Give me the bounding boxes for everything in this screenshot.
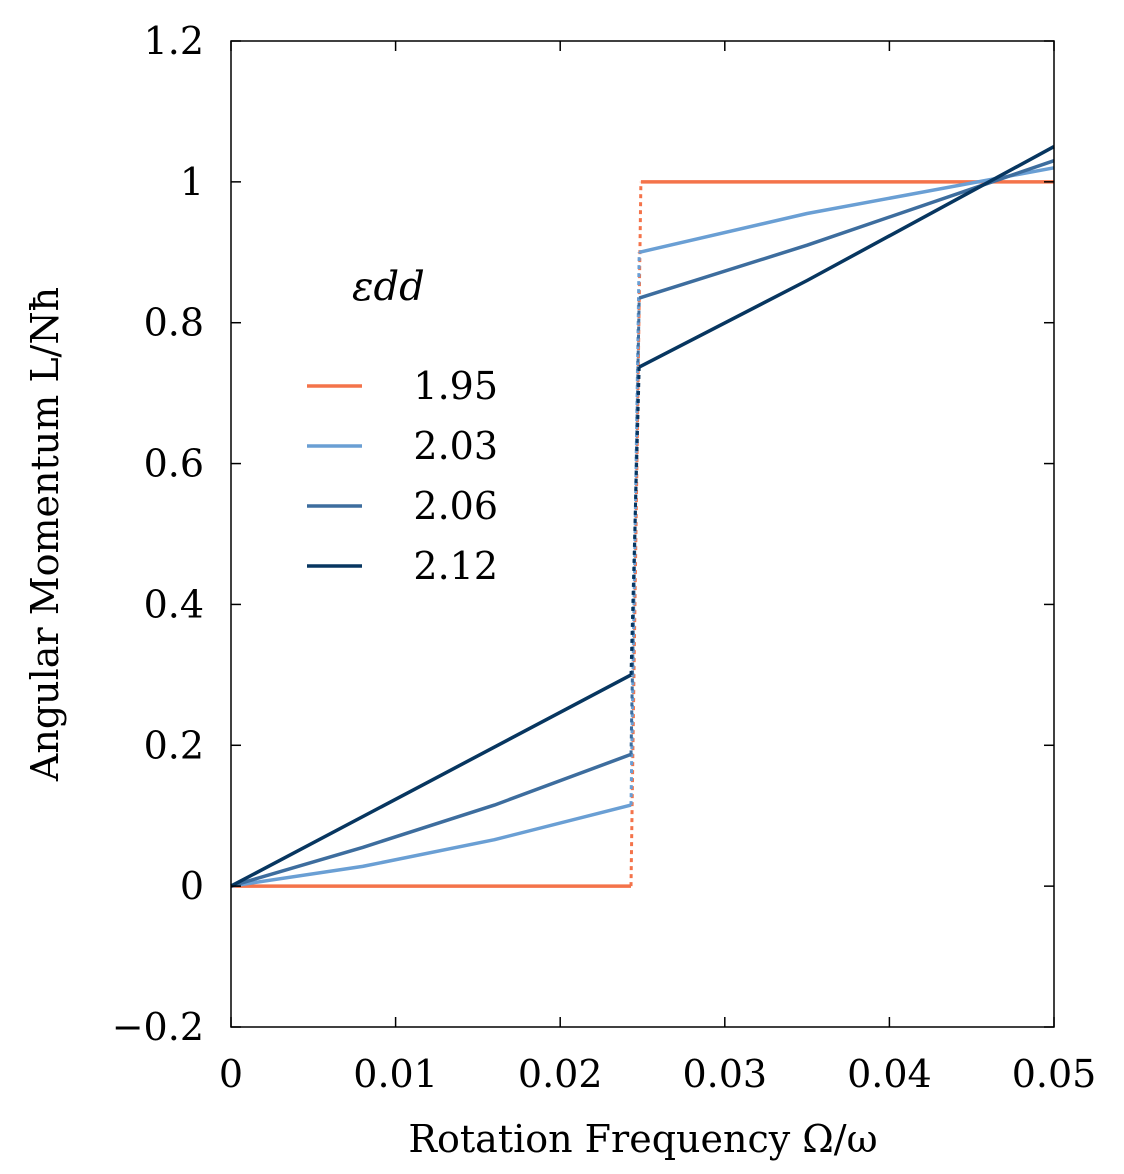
series-2.12-jump: [629, 367, 641, 675]
y-tick-label: 1: [180, 160, 204, 204]
x-axis-title: Rotation Frequency Ω/ω: [408, 1117, 877, 1161]
y-tick-label: 0.6: [144, 442, 204, 486]
legend-label-1.95: 1.95: [413, 364, 498, 408]
legend-title: εdd: [352, 264, 425, 310]
series-2.12-lower: [230, 673, 632, 888]
x-tick-label: 0.01: [353, 1052, 438, 1096]
y-tick-label: 0.2: [144, 723, 204, 767]
tick-layer: 0 0.01 0.02 0.03 0.04 0.05 −0.2 0 0.2 0.4 0.6 0.8 1 1…: [112, 19, 1097, 1096]
legend-label-2.03: 2.03: [413, 424, 498, 468]
legend: εdd 1.95 2.03 2.06 2.12: [307, 264, 498, 588]
plot-frame: [230, 40, 1055, 1028]
x-tick-label: 0: [219, 1052, 243, 1096]
y-tick-label: 0.8: [144, 301, 204, 345]
series-2.12-upper: [638, 145, 1055, 369]
y-tick-label: 1.2: [144, 19, 204, 63]
y-tick-label: −0.2: [112, 1005, 204, 1049]
series-2.06-upper: [638, 159, 1055, 300]
y-tick-label: 0: [180, 864, 204, 908]
x-tick-label: 0.05: [1012, 1052, 1097, 1096]
series-2.03-upper: [638, 166, 1055, 255]
x-tick-label: 0.04: [847, 1052, 932, 1096]
series-2.06-lower: [230, 752, 632, 888]
x-tick-label: 0.03: [682, 1052, 767, 1096]
series-layer: [230, 145, 1055, 888]
legend-label-2.12: 2.12: [413, 544, 498, 588]
series-2.03-lower: [230, 803, 632, 888]
y-tick-label: 0.4: [144, 582, 204, 626]
legend-label-2.06: 2.06: [413, 484, 498, 528]
x-tick-label: 0.02: [518, 1052, 603, 1096]
y-axis-title: Angular Momentum L/Nħ: [23, 287, 67, 782]
